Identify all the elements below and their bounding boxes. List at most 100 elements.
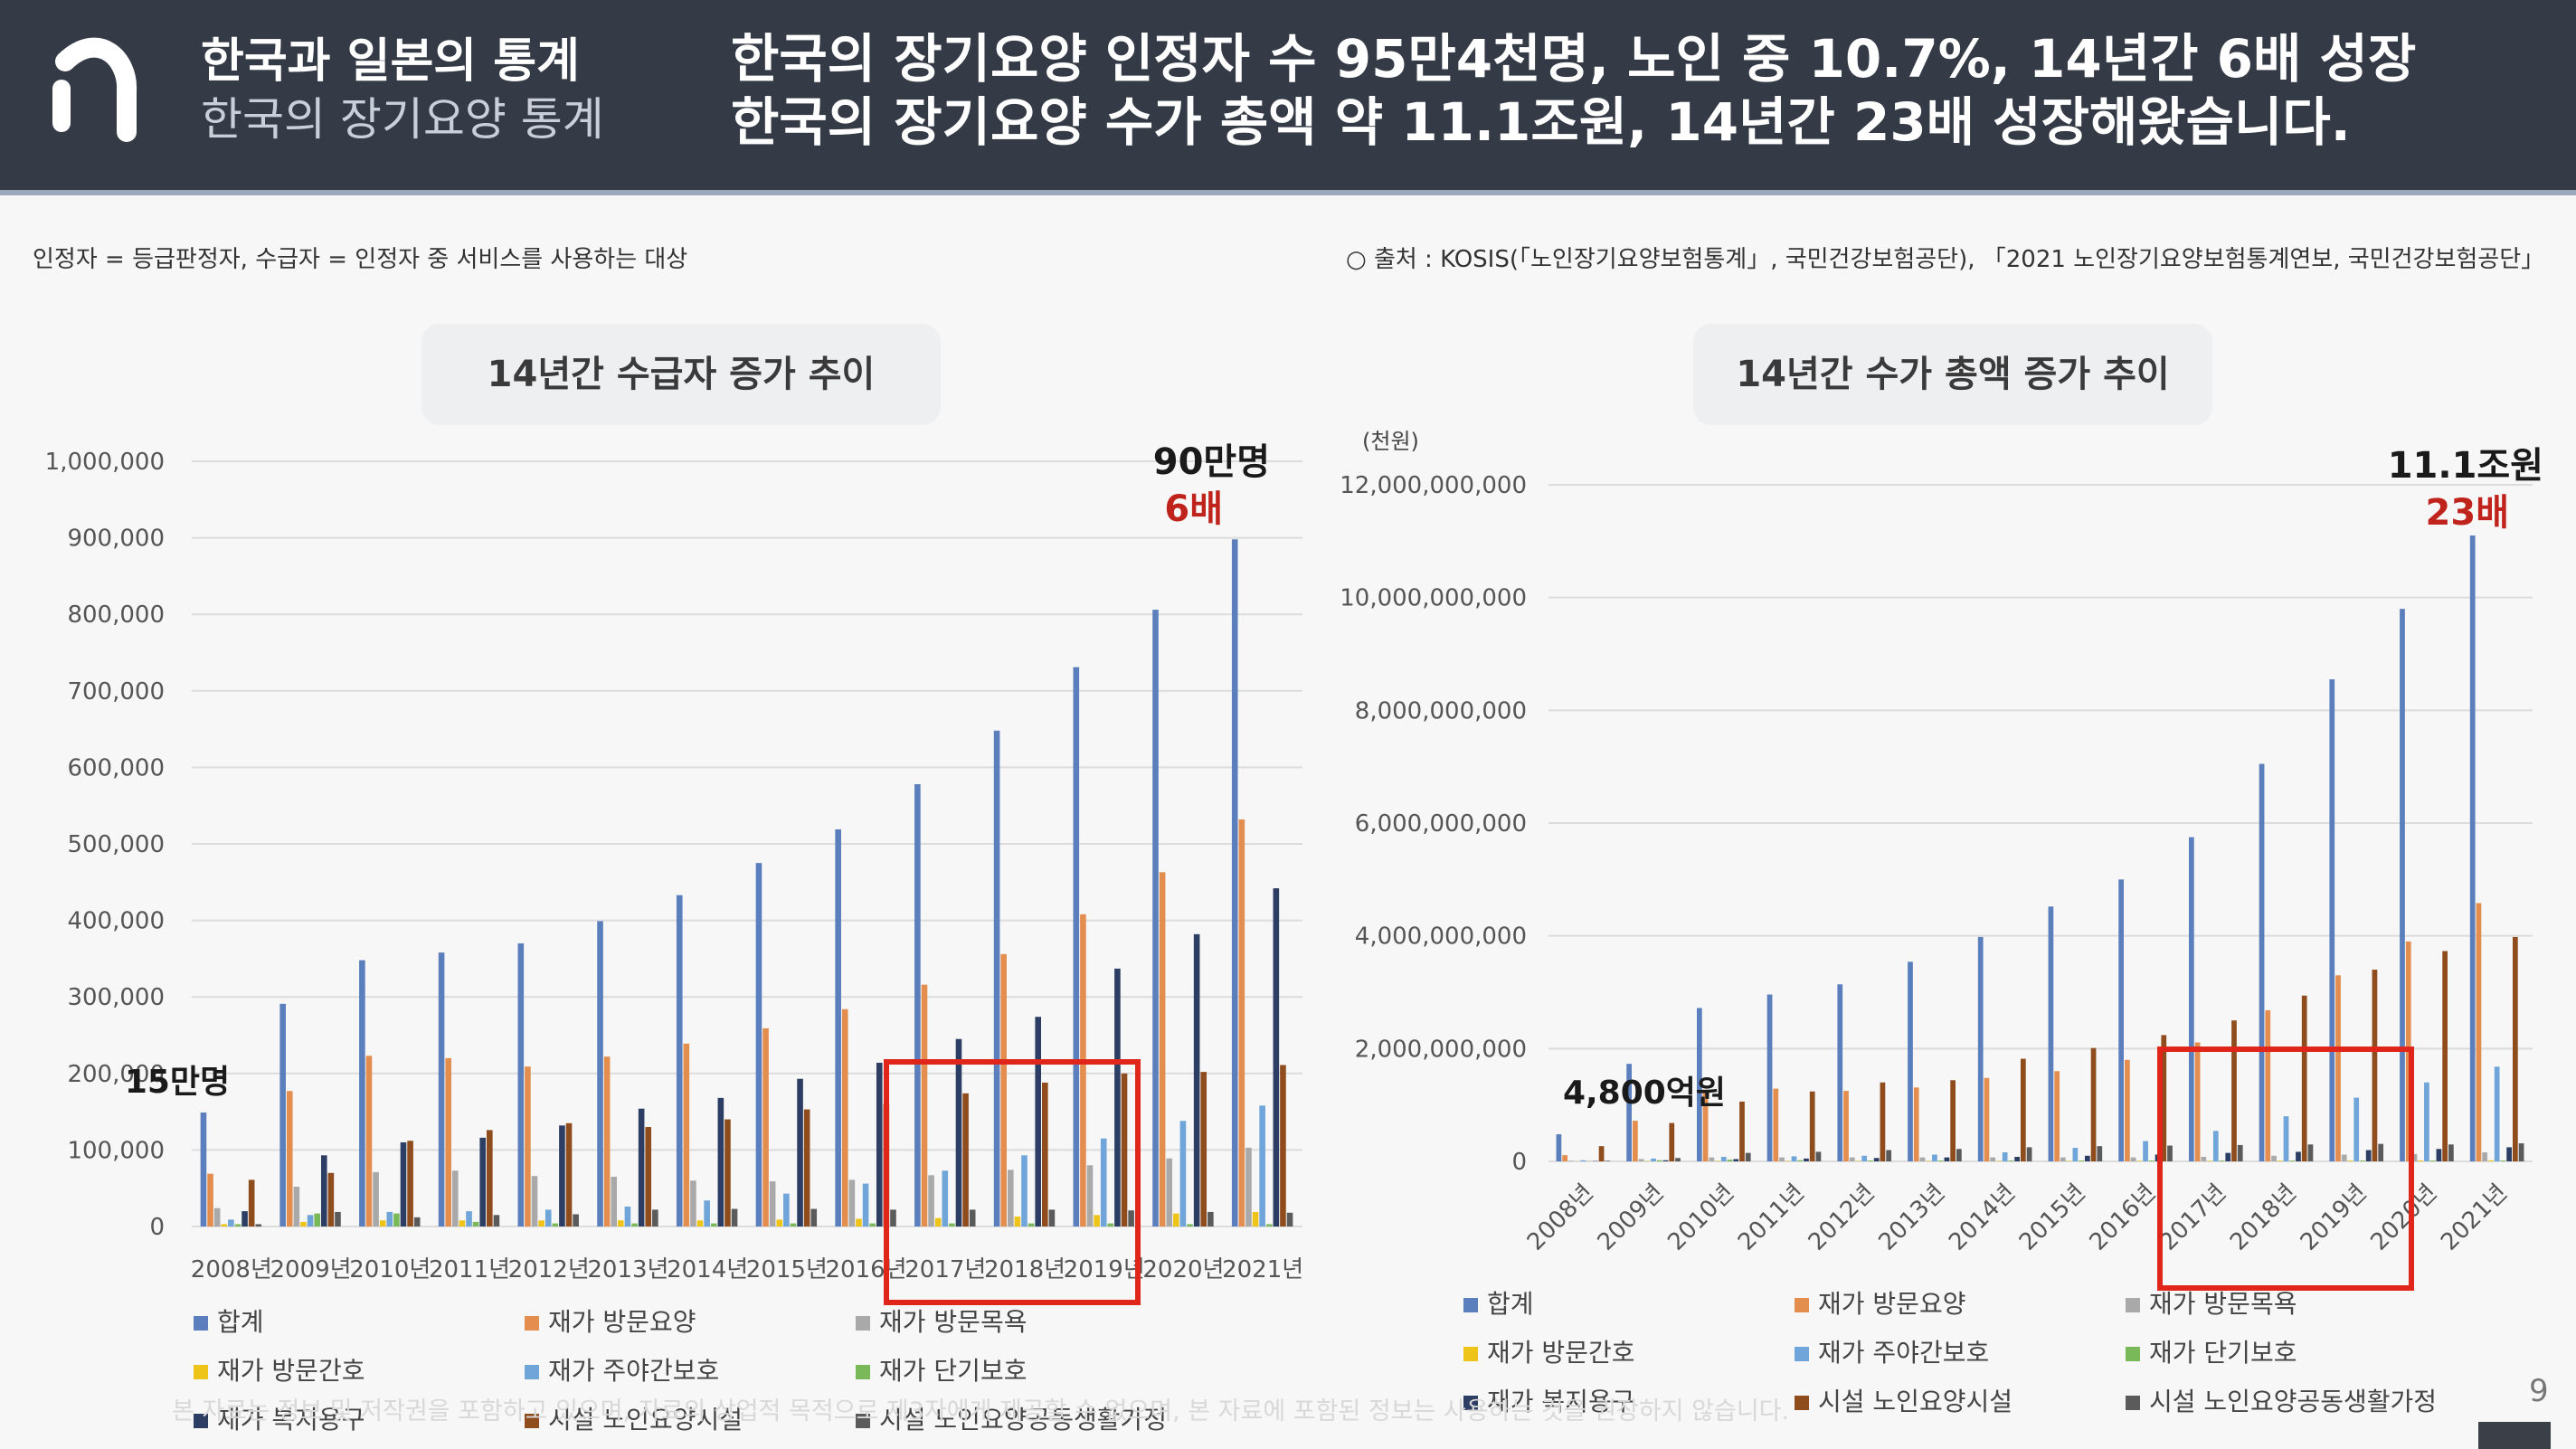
bar	[803, 1109, 810, 1226]
bar	[1913, 1087, 1919, 1161]
bar	[2002, 1152, 2008, 1161]
legend-item: 시설 노인요양시설	[525, 1400, 743, 1436]
bar	[538, 1220, 545, 1226]
bar	[1626, 1064, 1632, 1161]
bar	[1739, 1101, 1745, 1161]
bar	[1014, 1217, 1021, 1226]
bar	[1286, 1212, 1293, 1226]
chart-annotation: 4,800억원	[1563, 1075, 1726, 1112]
bar	[2488, 1160, 2494, 1161]
legend-swatch	[525, 1365, 539, 1379]
bar	[1121, 1073, 1128, 1226]
bar	[438, 952, 445, 1226]
bar	[2436, 1149, 2442, 1161]
bar	[2148, 1160, 2155, 1161]
bar	[841, 1009, 848, 1226]
bar	[487, 1130, 493, 1226]
legend-swatch	[1463, 1298, 1478, 1312]
bar	[1173, 1213, 1179, 1226]
bar	[242, 1211, 248, 1226]
bar	[2084, 1155, 2090, 1161]
bar	[531, 1176, 538, 1226]
legend-label: 재가 방문간호	[1487, 1338, 1635, 1368]
x-tick-label: 2008년	[1522, 1179, 1599, 1256]
bar	[327, 1172, 335, 1226]
bar	[631, 1223, 638, 1226]
bar	[1042, 1082, 1048, 1226]
bar	[1007, 1170, 1014, 1226]
bar	[293, 1187, 300, 1226]
chart-1-title: 14년간 수급자 증가 추이	[421, 324, 941, 425]
y-tick-label: 900,000	[67, 526, 165, 553]
y-tick-label: 1,000,000	[45, 449, 165, 476]
bar	[848, 1179, 856, 1226]
legend-swatch	[1795, 1396, 1809, 1410]
x-tick-label: 2010년	[1662, 1179, 1739, 1256]
legend-label: 재가 주야간보호	[1818, 1338, 1990, 1368]
chart-2-legend: 합계 재가 방문요양 재가 방문목욕 재가 방문간호 재가 주야간보호 재가 단기보호 재가…	[1463, 1284, 2513, 1420]
bar	[359, 960, 365, 1226]
bar	[1908, 961, 1913, 1161]
x-tick-label: 2010년	[349, 1256, 431, 1283]
bar	[228, 1219, 234, 1226]
bar	[1638, 1159, 1644, 1161]
bar	[2518, 1143, 2524, 1161]
bar	[2201, 1157, 2207, 1161]
bar	[856, 1218, 862, 1226]
bar	[955, 1038, 962, 1226]
bar	[1094, 1215, 1100, 1226]
bar	[545, 1209, 552, 1226]
bar	[1152, 610, 1159, 1226]
bar	[921, 984, 928, 1226]
bar	[2476, 903, 2482, 1161]
bar	[1727, 1160, 1733, 1161]
bar	[221, 1224, 228, 1226]
bar	[676, 895, 683, 1226]
bar	[365, 1056, 373, 1226]
bar	[1956, 1149, 1962, 1161]
bar	[2130, 1157, 2136, 1161]
legend-label: 재가 방문간호	[217, 1356, 365, 1386]
y-tick-label: 2,000,000,000	[1355, 1036, 1527, 1063]
bar	[2289, 1160, 2296, 1161]
bar	[862, 1183, 869, 1226]
bar	[1035, 1017, 1042, 1226]
legend-label: 재가 방문목욕	[2149, 1289, 2297, 1319]
x-tick-label: 2009년	[1593, 1179, 1670, 1256]
x-tick-label: 2008년	[191, 1256, 272, 1283]
legend-swatch	[2126, 1298, 2140, 1312]
bar	[1977, 936, 1984, 1161]
x-tick-label: 2016년	[826, 1256, 907, 1283]
bar	[1265, 1224, 1273, 1226]
x-tick-label: 2017년	[904, 1256, 986, 1283]
bar	[407, 1141, 413, 1226]
bar	[393, 1213, 400, 1226]
bar	[2494, 1066, 2500, 1161]
legend-item: 재가 방문간호	[1463, 1333, 1634, 1369]
bar	[255, 1224, 262, 1226]
bar	[1200, 1072, 1208, 1226]
corner-bar	[2478, 1422, 2551, 1449]
x-tick-label: 2016년	[2085, 1179, 2162, 1256]
bar	[2194, 1042, 2201, 1161]
bar	[2283, 1116, 2289, 1161]
bar	[1231, 539, 1238, 1226]
bar	[1720, 1157, 1727, 1161]
bar	[1632, 1121, 1638, 1161]
bar	[1562, 1155, 1568, 1161]
bar	[1809, 1091, 1815, 1161]
bar	[1028, 1223, 1035, 1226]
bar	[603, 1056, 611, 1226]
bar	[717, 1097, 724, 1226]
bar	[2259, 763, 2265, 1161]
legend-label: 시설 노인요양공동생활가정	[2149, 1387, 2438, 1416]
bar	[2506, 1147, 2512, 1161]
x-tick-label: 2009년	[270, 1256, 352, 1283]
y-tick-label: 6,000,000,000	[1355, 810, 1527, 838]
legend-swatch	[856, 1365, 870, 1379]
y-tick-label: 600,000	[67, 754, 165, 781]
bar	[1880, 1082, 1886, 1161]
bar	[1815, 1151, 1822, 1161]
legend-item: 시설 노인요양시설	[1795, 1382, 2012, 1418]
legend-swatch	[856, 1414, 870, 1428]
